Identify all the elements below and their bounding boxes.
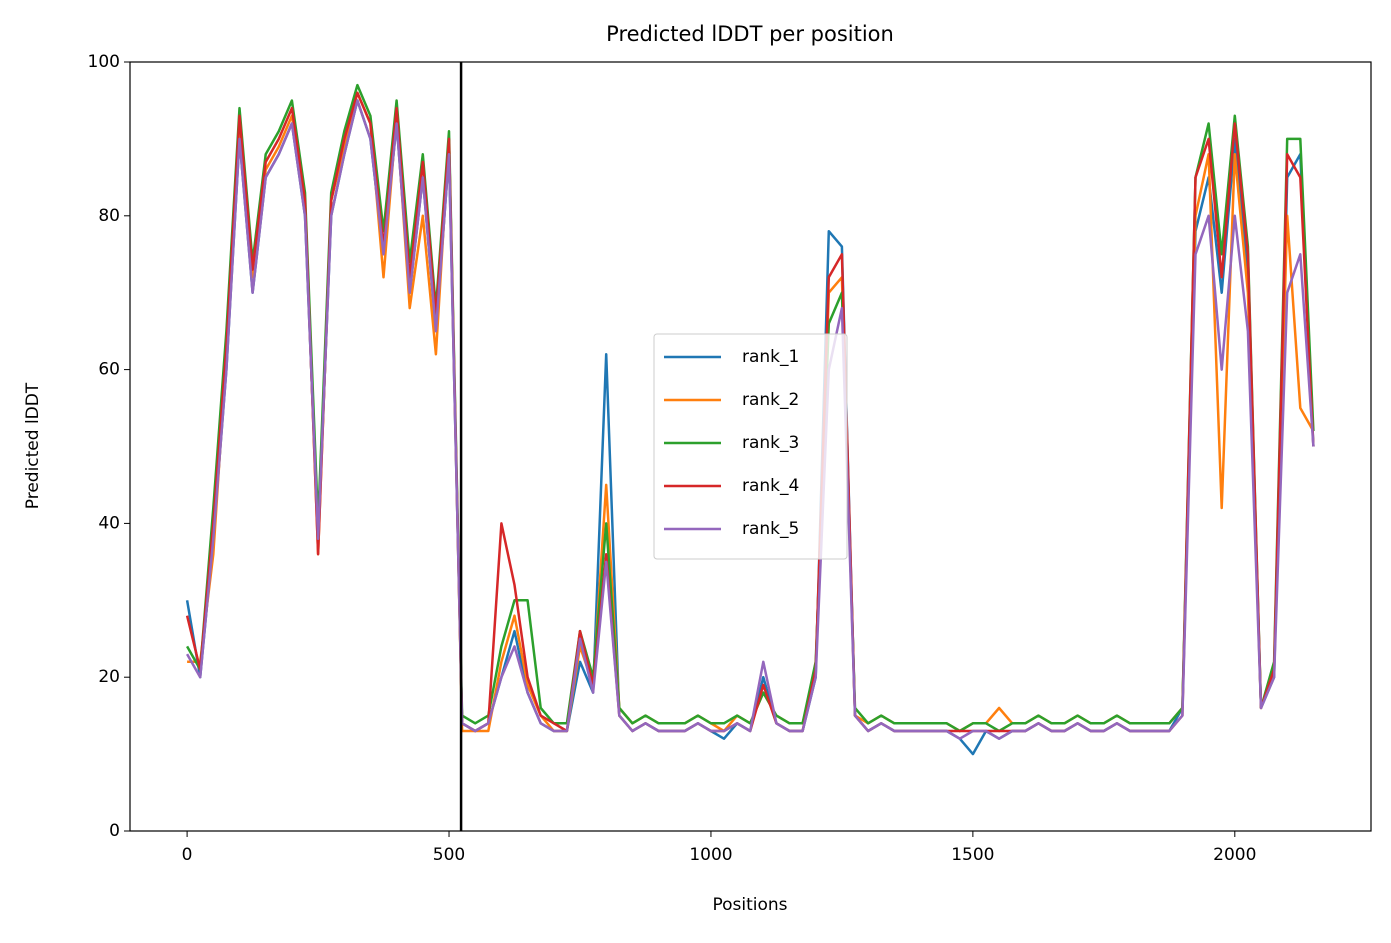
legend-label: rank_2 bbox=[742, 390, 799, 410]
x-tick-label: 1000 bbox=[689, 845, 732, 865]
chart-title: Predicted lDDT per position bbox=[606, 22, 894, 46]
x-tick-label: 2000 bbox=[1213, 845, 1256, 865]
y-tick-label: 80 bbox=[98, 206, 120, 226]
x-axis-label: Positions bbox=[712, 895, 787, 915]
legend-label: rank_1 bbox=[742, 347, 799, 367]
y-axis-label: Predicted lDDT bbox=[23, 382, 43, 509]
y-tick-label: 0 bbox=[109, 821, 120, 841]
x-tick-label: 500 bbox=[433, 845, 465, 865]
legend-box bbox=[653, 333, 848, 560]
legend-label: rank_3 bbox=[742, 433, 799, 453]
x-tick-label: 1500 bbox=[951, 845, 994, 865]
y-tick-label: 20 bbox=[98, 667, 120, 687]
y-tick-label: 100 bbox=[88, 52, 120, 72]
y-tick-label: 60 bbox=[98, 360, 120, 380]
plot-frame bbox=[129, 61, 1372, 832]
series-line bbox=[186, 99, 1315, 740]
x-tick-label: 0 bbox=[182, 845, 193, 865]
legend-label: rank_4 bbox=[742, 476, 799, 496]
y-tick-label: 40 bbox=[98, 513, 120, 533]
legend-label: rank_5 bbox=[742, 519, 799, 539]
